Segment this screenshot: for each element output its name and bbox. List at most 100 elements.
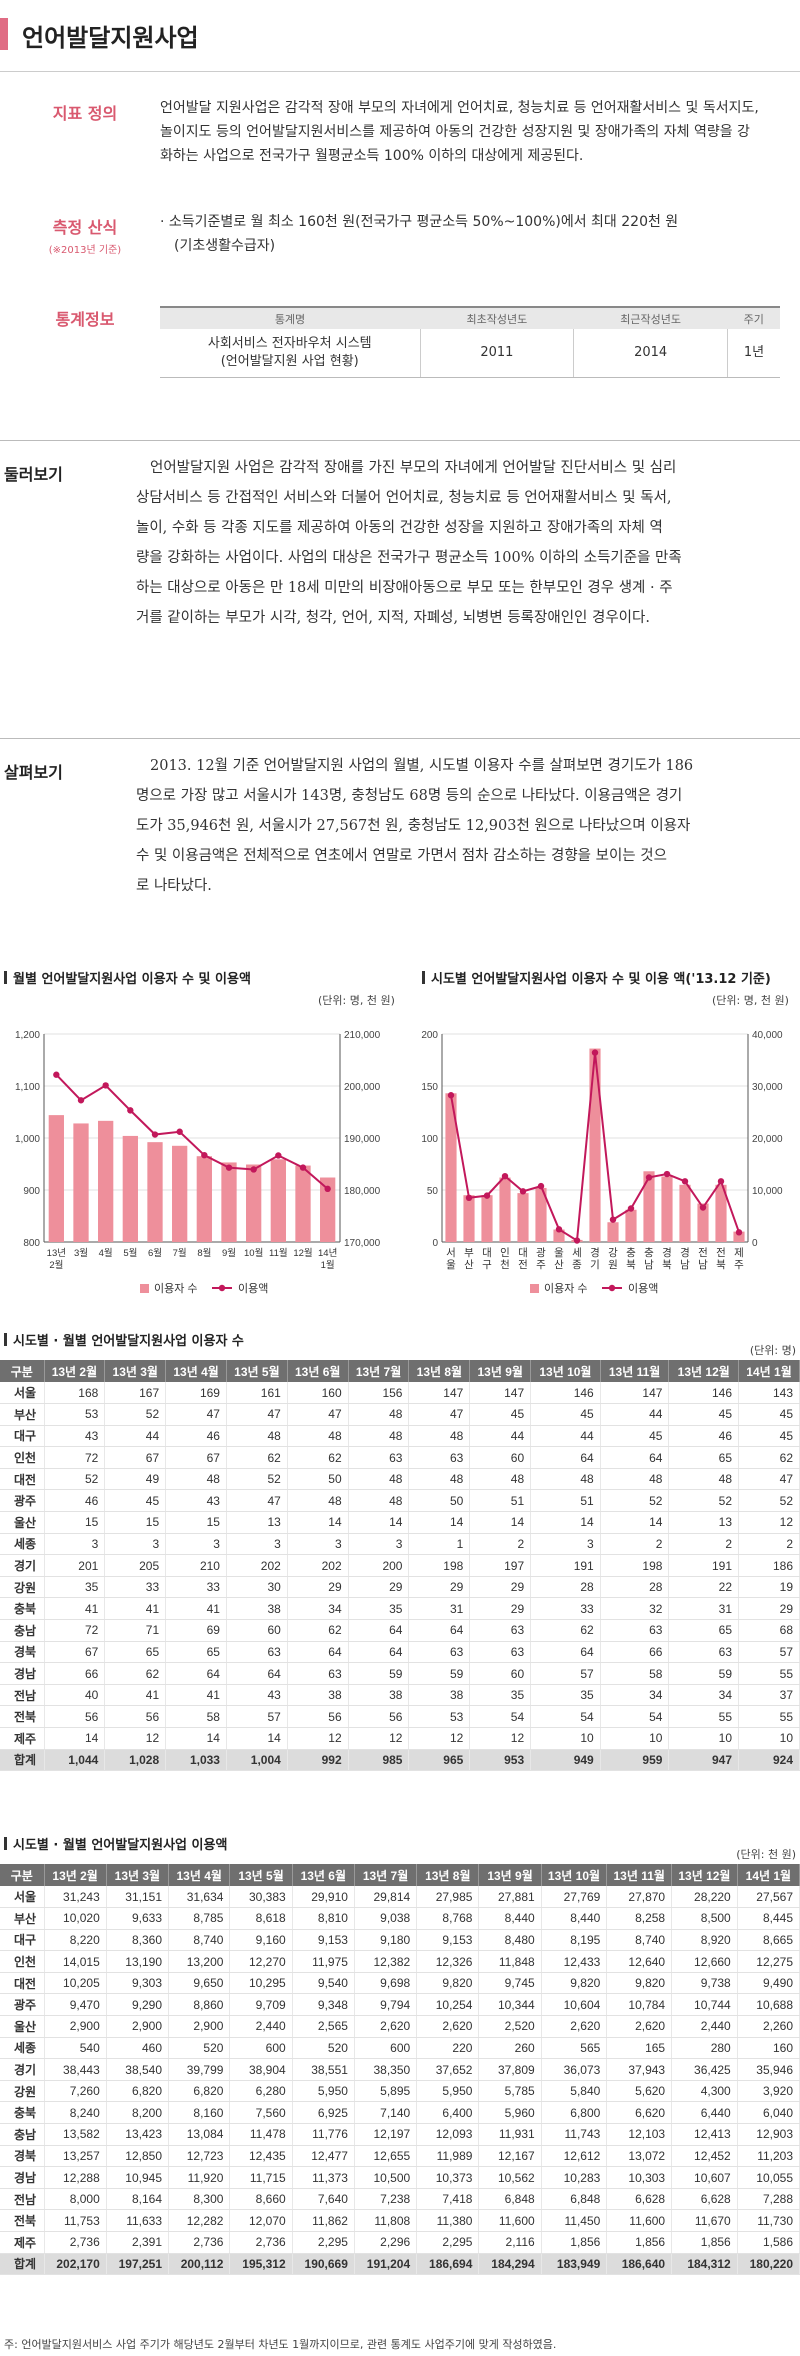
- value-cell: 3: [226, 1533, 288, 1556]
- line-point: [537, 1182, 545, 1190]
- value-cell: 48: [600, 1468, 670, 1491]
- value-cell: 460: [106, 2037, 170, 2060]
- value-cell: 12,640: [606, 1950, 673, 1973]
- value-cell: 1,033: [165, 1748, 227, 1772]
- value-cell: 43: [44, 1425, 106, 1448]
- value-cell: 31,243: [44, 1886, 107, 1909]
- legend-label: 이용액: [628, 1282, 658, 1295]
- analysis-line: 도가 35,946천 원, 서울시가 27,567천 원, 충청남도 12,90…: [136, 818, 691, 834]
- x-tick-label: 4월: [99, 1247, 113, 1259]
- value-cell: 13: [668, 1511, 740, 1534]
- value-cell: 62: [226, 1446, 288, 1469]
- value-cell: 53: [44, 1403, 106, 1426]
- region-cell: 서울: [0, 1382, 45, 1405]
- value-cell: 63: [469, 1619, 532, 1642]
- column-header: 14년 1월: [738, 1360, 800, 1382]
- value-cell: 64: [348, 1619, 410, 1642]
- value-cell: 5,960: [478, 2101, 542, 2125]
- value-cell: 14: [44, 1727, 106, 1750]
- value-cell: 52: [738, 1489, 800, 1513]
- value-cell: 44: [530, 1425, 601, 1448]
- value-cell: 7,238: [354, 2188, 418, 2211]
- bar: [246, 1164, 262, 1242]
- value-cell: 2,116: [478, 2231, 542, 2254]
- value-cell: 2,736: [168, 2231, 231, 2254]
- region-cell: 경남: [0, 2166, 45, 2189]
- value-cell: 37,652: [416, 2058, 480, 2081]
- y-tick-left: 1,200: [15, 1030, 40, 1041]
- value-cell: 9,540: [292, 1972, 355, 1995]
- value-cell: 6,800: [541, 2101, 608, 2125]
- value-cell: 34: [668, 1684, 740, 1707]
- stat-header: 주기: [727, 306, 780, 329]
- value-cell: 1: [408, 1533, 471, 1556]
- bar: [625, 1209, 637, 1242]
- value-cell: 29: [348, 1576, 410, 1599]
- line-point: [519, 1188, 527, 1195]
- value-cell: 2,736: [229, 2231, 293, 2254]
- value-cell: 48: [226, 1425, 288, 1448]
- bar: [697, 1203, 709, 1242]
- value-cell: 156: [348, 1382, 410, 1405]
- value-cell: 60: [469, 1446, 532, 1469]
- bar: [270, 1159, 286, 1242]
- x-tick-label: 9월: [222, 1247, 236, 1259]
- column-header: 13년 8월: [408, 1360, 471, 1382]
- value-cell: 31: [408, 1597, 471, 1621]
- calculation-text: · 소득기준별로 월 최소 160천 원(전국가구 평균소득 50%~100%)…: [160, 210, 790, 258]
- value-cell: 64: [408, 1619, 471, 1642]
- y-tick-left: 900: [23, 1186, 40, 1197]
- value-cell: 10,744: [671, 1993, 738, 2017]
- line-point: [250, 1166, 257, 1173]
- value-cell: 2: [600, 1533, 670, 1556]
- value-cell: 12,435: [229, 2145, 293, 2168]
- stat-header: 최근작성년도: [573, 306, 728, 329]
- table-row: 울산 2,900 2,900 2,900 2,440 2,565 2,620 2,620 2,5…: [0, 2015, 800, 2038]
- value-cell: 9,160: [229, 1929, 293, 1952]
- bar: [147, 1142, 163, 1242]
- region-cell: 대구: [0, 1929, 45, 1952]
- chart1-title: 월별 언어발달지원사업 이용자 수 및 이용액: [4, 968, 251, 987]
- y-tick-right: 210,000: [344, 1030, 381, 1041]
- region-cell: 전남: [0, 2188, 45, 2211]
- column-header: 13년 6월: [292, 1864, 355, 1886]
- y-tick-right: 0: [752, 1238, 758, 1249]
- value-cell: 3,920: [737, 2080, 800, 2103]
- value-cell: 47: [738, 1468, 800, 1491]
- legend-label: 이용액: [238, 1282, 268, 1295]
- total-row: 합계 202,170 197,251 200,112 195,312 190,669 191…: [0, 2252, 800, 2276]
- value-cell: 220: [416, 2037, 480, 2060]
- table-row: 충북 41 41 41 38 34 35 31 29 33 32 31 29: [0, 1597, 800, 1621]
- column-header: 13년 8월: [416, 1864, 480, 1886]
- value-cell: 949: [530, 1748, 601, 1772]
- value-cell: 2,295: [416, 2231, 480, 2254]
- value-cell: 12: [287, 1727, 349, 1750]
- value-cell: 12,382: [354, 1950, 418, 1973]
- value-cell: 147: [469, 1382, 532, 1405]
- bar: [643, 1171, 655, 1242]
- value-cell: 11,715: [229, 2166, 293, 2189]
- value-cell: 37,809: [478, 2058, 542, 2081]
- value-cell: 35,946: [737, 2058, 800, 2081]
- value-cell: 66: [600, 1641, 670, 1664]
- value-cell: 10,688: [737, 1993, 800, 2017]
- value-cell: 14: [469, 1511, 532, 1534]
- value-cell: 12,723: [168, 2145, 231, 2168]
- value-cell: 52: [600, 1489, 670, 1513]
- x-tick-label: 인: [500, 1247, 510, 1259]
- calculation-label-text: 측정 산식: [52, 218, 118, 237]
- value-cell: 47: [226, 1403, 288, 1426]
- overview-line: 거를 같이하는 부모가 시각, 청각, 언어, 지적, 자폐성, 뇌병변 등록장…: [136, 610, 650, 626]
- stat-name-cell: 사회서비스 전자바우처 시스템 (언어발달지원 사업 현황): [160, 329, 421, 378]
- overview-section: 둘러보기 언어발달지원 사업은 감각적 장애를 가진 부모의 자녀에게 언어발달…: [0, 440, 800, 670]
- value-cell: 38: [287, 1684, 349, 1707]
- table-row: 서울 31,243 31,151 31,634 30,383 29,910 29,814 27…: [0, 1886, 800, 1909]
- value-cell: 8,440: [478, 1907, 542, 1930]
- line-point: [663, 1170, 671, 1178]
- analysis-line: 수 및 이용금액은 전체적으로 연초에서 연말로 가면서 점차 감소하는 경향을…: [136, 848, 667, 864]
- x-tick-label: 대: [518, 1247, 528, 1259]
- line-series: [55, 1074, 329, 1190]
- value-cell: 10: [600, 1727, 670, 1750]
- value-cell: 2,260: [737, 2015, 800, 2038]
- y-tick-left: 150: [421, 1082, 438, 1093]
